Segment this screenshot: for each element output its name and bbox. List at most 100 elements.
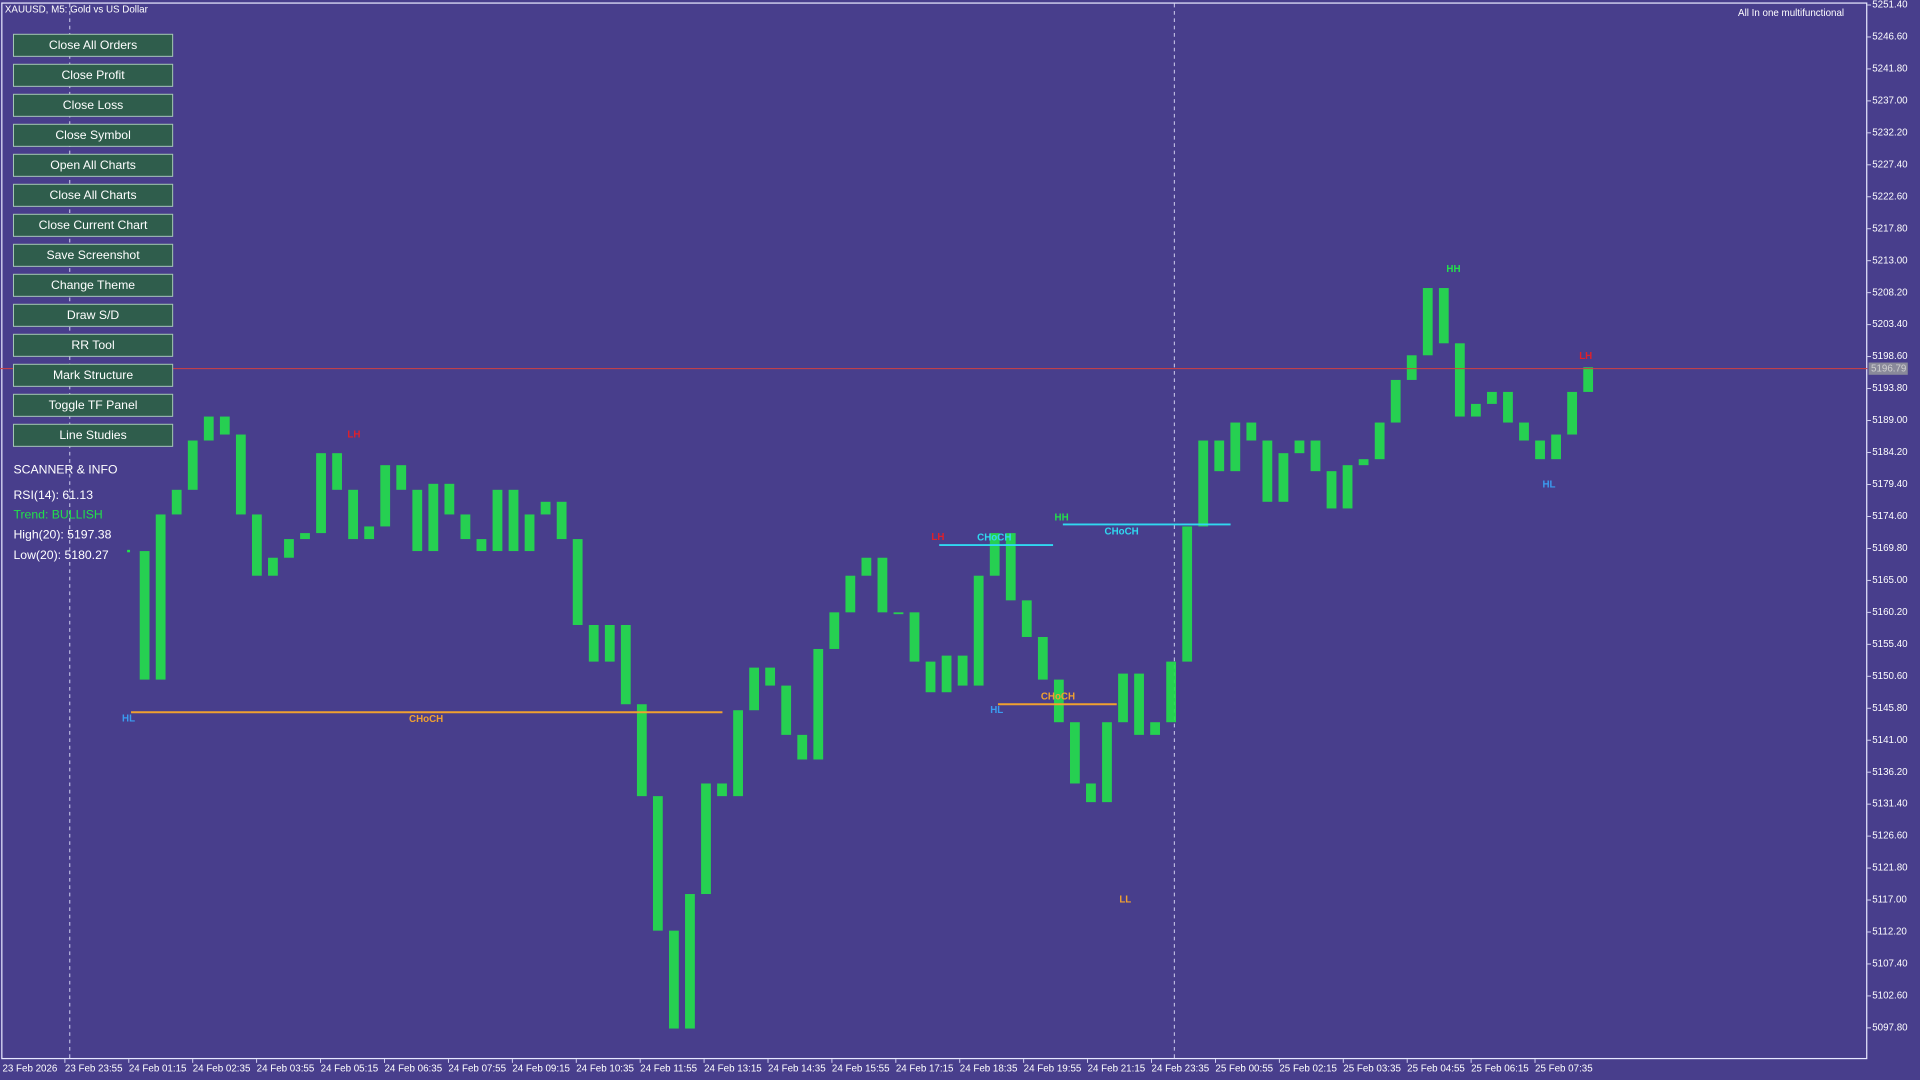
price-bar — [300, 533, 310, 540]
symbol-title: XAUUSD, M5: Gold vs US Dollar — [5, 4, 149, 15]
y-tick-label: 5227.40 — [1872, 159, 1908, 170]
panel-button[interactable]: Close All Charts — [12, 183, 174, 207]
x-tick-label: 25 Feb 03:35 — [1343, 1064, 1401, 1075]
price-bar — [1374, 422, 1385, 460]
price-bar — [1246, 422, 1257, 441]
structure-label: HH — [1055, 513, 1069, 524]
button-face[interactable] — [12, 183, 174, 207]
panel-button[interactable]: Open All Charts — [12, 153, 174, 177]
button-label[interactable]: Close Profit — [61, 68, 125, 82]
panel-button[interactable]: Close Current Chart — [12, 213, 174, 237]
price-bar — [203, 416, 214, 441]
price-bar — [1422, 288, 1433, 356]
price-bar — [604, 624, 615, 662]
x-tick-label: 24 Feb 14:35 — [768, 1064, 826, 1075]
button-panel: Close All Orders Close Profit Close Loss Cl… — [12, 33, 174, 447]
price-bar — [235, 434, 246, 515]
price-bar — [155, 514, 166, 680]
price-bar — [348, 489, 359, 540]
y-tick-label: 5208.20 — [1872, 287, 1908, 298]
button-face[interactable] — [12, 93, 174, 117]
price-bar — [127, 549, 131, 553]
panel-button[interactable]: Mark Structure — [12, 363, 174, 387]
button-label[interactable]: Close Symbol — [55, 128, 130, 142]
panel-button[interactable]: Change Theme — [12, 273, 174, 297]
button-face[interactable] — [12, 153, 174, 177]
x-tick-label: 24 Feb 03:55 — [257, 1064, 315, 1075]
y-tick-label: 5222.60 — [1872, 191, 1908, 202]
button-label[interactable]: Toggle TF Panel — [49, 398, 138, 412]
button-label[interactable]: Close Loss — [63, 98, 124, 112]
panel-button[interactable]: RR Tool — [12, 333, 174, 357]
price-bar — [540, 501, 551, 515]
x-tick-label: 24 Feb 10:35 — [576, 1064, 634, 1075]
price-bar — [652, 796, 663, 931]
y-tick-label: 5179.40 — [1872, 479, 1908, 490]
button-label[interactable]: Open All Charts — [50, 158, 136, 172]
price-bar — [187, 440, 198, 490]
price-bar — [139, 551, 150, 680]
price-bar — [749, 667, 760, 711]
price-bar — [717, 783, 727, 797]
button-face[interactable] — [12, 393, 174, 417]
price-bar — [1005, 533, 1016, 601]
y-tick-label: 5107.40 — [1872, 959, 1908, 970]
button-label[interactable]: Line Studies — [59, 428, 126, 442]
price-bar — [1487, 391, 1497, 404]
panel-button[interactable]: Toggle TF Panel — [12, 393, 174, 417]
panel-button[interactable]: Line Studies — [12, 423, 174, 447]
button-label[interactable]: Change Theme — [51, 278, 135, 292]
y-tick-label: 5145.80 — [1872, 703, 1908, 714]
structure-label: LL — [1119, 895, 1131, 906]
panel-button[interactable]: Close Loss — [12, 93, 174, 117]
panel-button[interactable]: Close Profit — [12, 63, 174, 87]
button-face[interactable] — [12, 123, 174, 147]
plot-marks — [0, 288, 1868, 1029]
button-label[interactable]: Close All Charts — [50, 188, 137, 202]
price-bar — [1519, 422, 1529, 441]
button-face[interactable] — [12, 63, 174, 87]
price-bar — [444, 483, 455, 515]
panel-button[interactable]: Draw S/D — [12, 303, 174, 327]
panel-button[interactable]: Close Symbol — [12, 123, 174, 147]
x-tick-label: 23 Feb 2026 — [2, 1064, 57, 1075]
price-bar — [1262, 440, 1273, 502]
price-bar — [893, 612, 904, 615]
price-bar — [1198, 440, 1209, 527]
structure-label: LH — [1579, 351, 1592, 362]
button-label[interactable]: RR Tool — [71, 338, 114, 352]
panel-button[interactable]: Close All Orders — [12, 33, 174, 57]
x-tick-label: 23 Feb 23:55 — [65, 1064, 123, 1075]
button-face[interactable] — [12, 333, 174, 357]
x-tick-label: 24 Feb 23:35 — [1152, 1064, 1210, 1075]
y-tick-label: 5155.40 — [1872, 639, 1908, 650]
button-label[interactable]: Close Current Chart — [39, 218, 148, 232]
x-tick-label: 25 Feb 06:15 — [1471, 1064, 1529, 1075]
price-bar — [973, 575, 984, 686]
x-tick-label: 25 Feb 00:55 — [1215, 1064, 1273, 1075]
x-tick-label: 24 Feb 07:55 — [448, 1064, 506, 1075]
button-face[interactable] — [12, 243, 174, 267]
price-bar — [396, 465, 407, 490]
price-bar — [1053, 679, 1064, 723]
price-bar — [556, 501, 567, 540]
button-label[interactable]: Save Screenshot — [46, 248, 140, 262]
y-tick-label: 5217.80 — [1872, 223, 1908, 234]
button-face[interactable] — [12, 363, 174, 387]
button-label[interactable]: Draw S/D — [67, 308, 120, 322]
button-label[interactable]: Mark Structure — [53, 368, 133, 382]
price-bar — [701, 783, 711, 895]
price-bar — [1454, 343, 1465, 417]
price-bar — [1438, 288, 1449, 344]
y-tick-label: 5174.60 — [1872, 511, 1908, 522]
price-bar — [925, 661, 936, 693]
button-face[interactable] — [12, 33, 174, 57]
button-label[interactable]: Close All Orders — [49, 38, 137, 52]
button-face[interactable] — [12, 303, 174, 327]
button-face[interactable] — [12, 273, 174, 297]
price-bar — [813, 648, 824, 760]
panel-button[interactable]: Save Screenshot — [12, 243, 174, 267]
button-face[interactable] — [12, 213, 174, 237]
button-face[interactable] — [12, 423, 174, 447]
